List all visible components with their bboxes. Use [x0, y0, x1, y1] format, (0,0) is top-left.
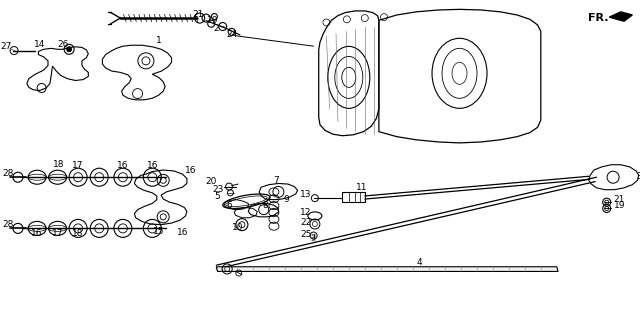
Text: 16: 16 [147, 161, 158, 170]
Text: 26: 26 [57, 40, 68, 49]
Text: 15: 15 [153, 227, 164, 236]
Text: 17: 17 [72, 161, 84, 170]
Text: 10: 10 [232, 223, 244, 232]
Text: 2: 2 [214, 24, 219, 32]
Text: 12: 12 [300, 208, 312, 217]
Text: 18: 18 [72, 229, 84, 238]
Text: 25: 25 [300, 230, 312, 239]
Text: 28: 28 [2, 220, 13, 229]
Text: 3: 3 [636, 172, 640, 181]
Text: 27: 27 [1, 42, 12, 51]
Polygon shape [609, 12, 632, 21]
Text: 28: 28 [2, 169, 13, 178]
Text: 21: 21 [614, 195, 625, 203]
Text: 20: 20 [205, 177, 217, 186]
Text: 23: 23 [212, 185, 223, 194]
Circle shape [67, 47, 72, 52]
Text: 14: 14 [34, 40, 45, 49]
Text: 1: 1 [156, 36, 161, 45]
Text: 5: 5 [215, 192, 220, 201]
Text: 16: 16 [185, 166, 196, 174]
Text: 16: 16 [117, 161, 129, 170]
Text: 19: 19 [614, 202, 625, 210]
Text: 7: 7 [274, 176, 279, 185]
Text: 6: 6 [227, 201, 232, 210]
Text: 8: 8 [263, 201, 268, 210]
Text: 16: 16 [177, 228, 188, 237]
Text: 18: 18 [53, 160, 65, 169]
Text: FR.: FR. [588, 13, 608, 23]
Text: 21: 21 [193, 10, 204, 18]
Polygon shape [216, 267, 558, 271]
Text: 11: 11 [356, 183, 367, 192]
Text: 9: 9 [284, 195, 289, 203]
Text: 4: 4 [417, 258, 422, 266]
Text: 24: 24 [226, 31, 237, 39]
Text: 13: 13 [300, 190, 312, 198]
Text: 22: 22 [300, 218, 312, 227]
Text: 19: 19 [207, 16, 218, 25]
Text: 16: 16 [31, 229, 43, 238]
Text: 17: 17 [52, 229, 63, 238]
